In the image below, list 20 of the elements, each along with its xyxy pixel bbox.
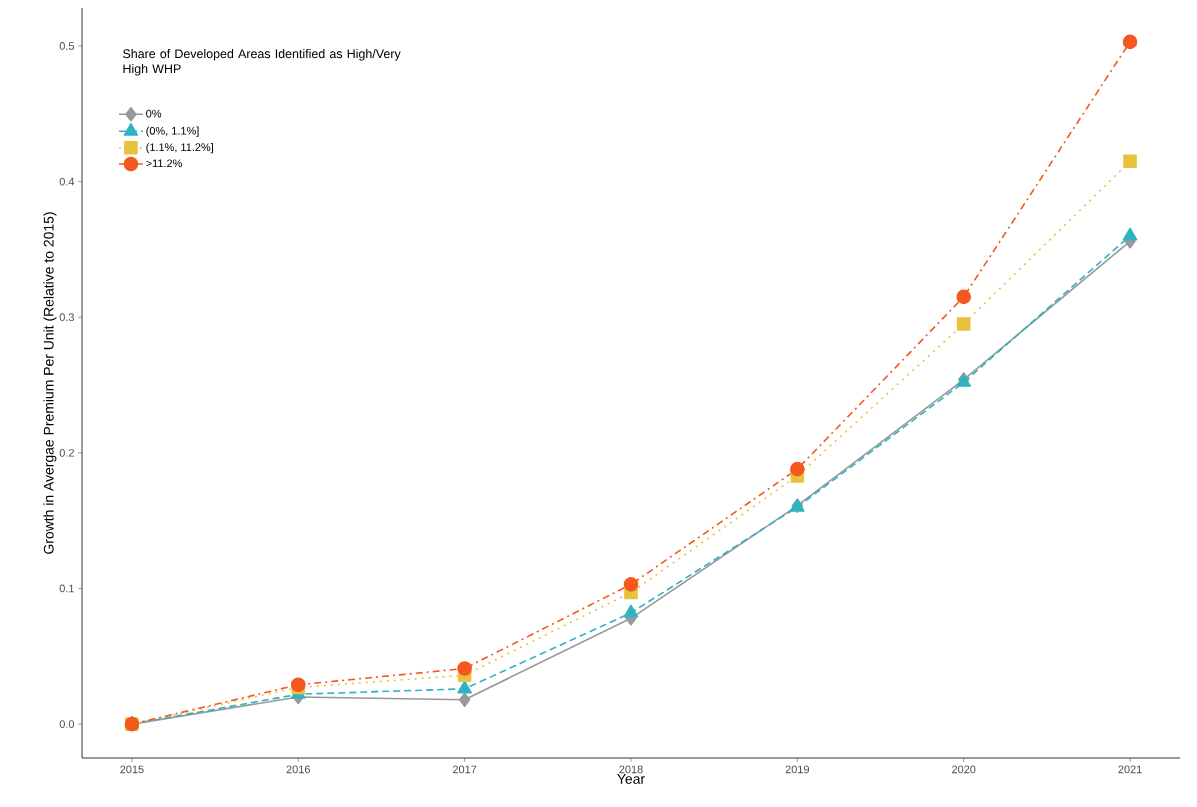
- x-tick-label: 2016: [286, 765, 310, 774]
- x-axis-title: Year: [617, 774, 645, 784]
- x-tick-label: 2021: [1118, 765, 1142, 774]
- legend-label: 0%: [146, 109, 162, 118]
- legend-label: (1.1%, 11.2%]: [146, 143, 213, 154]
- legend-label: >11.2%: [146, 159, 182, 168]
- y-tick-label: 0.5: [59, 42, 75, 50]
- y-tick-label: 0.2: [59, 448, 74, 457]
- y-tick-label: 0.0: [59, 720, 75, 728]
- x-tick-label: 2017: [452, 765, 477, 774]
- legend-label: (0%, 1.1%]: [146, 126, 199, 137]
- y-tick-label: 0.1: [59, 584, 74, 593]
- x-tick-label: 2018: [619, 765, 643, 774]
- x-tick-label: 2015: [120, 765, 144, 774]
- x-tick-label: 2020: [952, 765, 976, 774]
- y-axis-title: Growth in Avergae Premium Per Unit (Relative to 2015): [43, 212, 57, 554]
- legend-title: Share of Developed Areas Identified as High/Very High WHP: [123, 49, 401, 76]
- y-tick-label: 0.4: [59, 177, 75, 186]
- x-tick-label: 2019: [785, 765, 810, 774]
- y-tick-label: 0.3: [59, 313, 74, 322]
